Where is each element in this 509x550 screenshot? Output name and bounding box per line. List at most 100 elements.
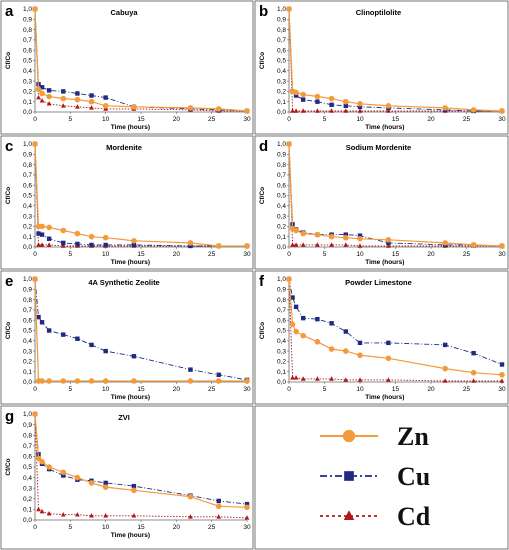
data-point-zn xyxy=(289,321,296,328)
data-point-zn xyxy=(470,242,477,248)
data-point-zn xyxy=(60,95,67,102)
series-zn xyxy=(32,411,250,511)
y-tick-label: 0,4 xyxy=(277,203,286,210)
y-tick-label: 0,6 xyxy=(277,182,286,189)
data-point-zn xyxy=(131,238,137,244)
y-tick-label: 0,9 xyxy=(277,287,286,294)
data-point-cu xyxy=(357,233,363,238)
data-point-zn xyxy=(60,469,67,476)
y-tick-label: 0,3 xyxy=(23,213,32,220)
panel-letter: f xyxy=(259,273,265,290)
y-tick-label: 0,9 xyxy=(23,152,32,159)
y-tick-label: 0,6 xyxy=(277,47,286,54)
data-point-zn xyxy=(88,480,95,486)
legend-marker xyxy=(344,471,354,481)
data-point-zn xyxy=(499,243,505,249)
y-tick-label: 0,7 xyxy=(277,172,286,179)
panel-border xyxy=(0,0,254,135)
y-tick-label: 0,6 xyxy=(23,47,32,54)
data-point-cu xyxy=(471,350,476,356)
legend-marker xyxy=(342,429,356,443)
legend: Zn Cu Cd xyxy=(254,405,509,550)
data-point-zn xyxy=(286,141,292,147)
data-point-zn xyxy=(470,107,477,113)
x-tick-label: 0 xyxy=(33,386,37,393)
data-point-cu xyxy=(315,316,320,322)
x-tick-label: 25 xyxy=(463,116,471,123)
data-point-zn xyxy=(88,233,95,240)
panel-g: g ZVI 0,0 0,1 0,2 0,3 0,4 0,5 0,6 0,7 0,8 0,9 1,0 0 5 1… xyxy=(0,405,254,550)
x-tick-label: 10 xyxy=(356,251,364,258)
x-tick-label: 0 xyxy=(287,251,291,258)
data-point-zn xyxy=(32,141,38,147)
data-point-zn xyxy=(32,411,38,417)
panel-a: a Cabuya 0,0 0,1 0,2 0,3 0,4 0,5 0,6 0,7 0,8 0,9 1,0… xyxy=(0,0,254,135)
x-tick-label: 0 xyxy=(33,251,37,258)
x-tick-label: 5 xyxy=(69,386,73,393)
data-point-zn xyxy=(131,378,137,384)
data-point-cu xyxy=(36,314,41,320)
x-tick-label: 0 xyxy=(287,116,291,123)
data-point-cu xyxy=(39,232,45,237)
data-point-cu xyxy=(61,240,66,246)
data-point-cu xyxy=(39,320,45,325)
data-point-cd xyxy=(39,242,45,247)
data-point-zn xyxy=(215,243,222,249)
x-tick-label: 5 xyxy=(323,251,327,258)
series-zn xyxy=(286,276,505,378)
data-point-cu xyxy=(103,480,108,486)
data-point-zn xyxy=(385,103,392,109)
data-point-cu xyxy=(131,483,137,489)
x-tick-label: 30 xyxy=(498,386,506,393)
panel-f: f Powder Limestone 0,0 0,1 0,2 0,3 0,4 0,5 0,6 0,… xyxy=(254,270,509,405)
x-tick-label: 15 xyxy=(137,386,145,393)
data-point-zn xyxy=(39,458,45,465)
data-point-zn xyxy=(102,378,109,384)
data-point-cu xyxy=(188,243,193,249)
data-point-cd xyxy=(39,98,45,103)
panel-b: b Clinoptilolite 0,0 0,1 0,2 0,3 0,4 0,5 0,6 0,7 0… xyxy=(254,0,509,135)
data-point-zn xyxy=(343,98,349,105)
x-tick-label: 30 xyxy=(243,524,251,531)
y-tick-label: 1,0 xyxy=(23,6,32,13)
data-point-zn xyxy=(244,108,250,114)
panel-letter: e xyxy=(5,273,13,290)
y-tick-label: 0,3 xyxy=(277,348,286,355)
panel-title: Powder Limestone xyxy=(345,278,412,287)
series-zn xyxy=(32,276,250,384)
y-tick-label: 0,0 xyxy=(23,244,32,251)
data-point-zn xyxy=(470,369,477,376)
data-point-cd xyxy=(46,101,52,106)
panel-border xyxy=(0,270,254,405)
data-point-cd xyxy=(293,242,299,247)
data-point-zn xyxy=(314,231,321,238)
data-point-zn xyxy=(35,86,42,93)
data-point-zn xyxy=(187,105,194,111)
y-tick-label: 0,6 xyxy=(23,317,32,324)
y-tick-label: 0,7 xyxy=(277,307,286,314)
x-axis-label: Time (hours) xyxy=(111,394,150,401)
y-tick-label: 0,2 xyxy=(23,89,32,96)
y-tick-label: 0,8 xyxy=(23,27,32,34)
data-point-zn xyxy=(314,339,321,345)
data-point-cu xyxy=(357,104,363,110)
data-point-zn xyxy=(46,464,52,470)
y-tick-label: 0,4 xyxy=(23,68,32,75)
data-point-cd xyxy=(471,378,476,383)
data-point-zn xyxy=(293,89,299,96)
data-point-cu xyxy=(386,340,391,346)
data-point-cd xyxy=(290,375,295,380)
panel-title: Sodium Mordenite xyxy=(346,143,411,152)
y-tick-label: 0,3 xyxy=(23,348,32,355)
data-point-zn xyxy=(300,91,307,98)
x-tick-label: 5 xyxy=(69,116,73,123)
x-tick-label: 10 xyxy=(102,386,110,393)
x-tick-label: 15 xyxy=(392,116,400,123)
data-point-cd xyxy=(46,242,52,247)
data-point-zn xyxy=(46,93,52,100)
data-point-cu xyxy=(216,372,221,377)
data-point-cd xyxy=(386,377,391,382)
x-tick-label: 30 xyxy=(498,251,506,258)
x-tick-label: 10 xyxy=(356,386,364,393)
x-tick-label: 15 xyxy=(392,386,400,393)
